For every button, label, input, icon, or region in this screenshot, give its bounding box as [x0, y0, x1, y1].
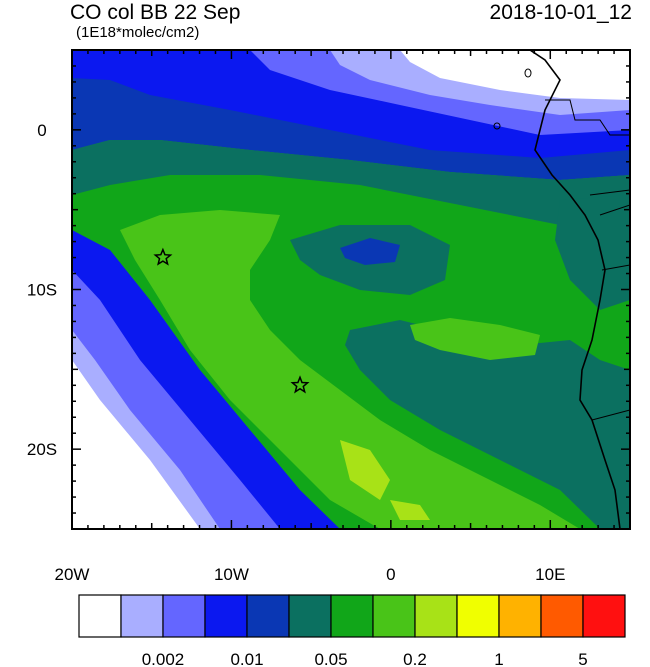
colorbar-box: [540, 594, 584, 638]
colorbar-label: 0.2: [403, 650, 427, 667]
colorbar-label: 5: [578, 650, 587, 667]
star-2-marker: [290, 375, 310, 394]
x-tick-label: 10W: [214, 565, 249, 584]
colorbar-label: 1: [494, 650, 503, 667]
colorbar-box: [330, 594, 374, 638]
x-tick-label: 20W: [55, 565, 90, 584]
star-1-marker: [153, 247, 173, 266]
colorbar-box: [414, 594, 458, 638]
x-tick-label: 0: [386, 565, 395, 584]
colorbar-box: [498, 594, 542, 638]
x-tick-label: 10E: [535, 565, 565, 584]
map-units: (1E18*molec/cm2): [76, 24, 200, 41]
colorbar-box: [246, 594, 290, 638]
colorbar-box: [582, 594, 626, 638]
colorbar-label: 0.002: [142, 650, 185, 667]
y-tick-label: 20S: [27, 440, 57, 459]
y-tick-label: 10S: [27, 281, 57, 300]
colorbar-box: [204, 594, 248, 638]
axis-ticks: 20W 10W 0 10E 0 10S 20S: [27, 49, 631, 584]
colorbar-box: [456, 594, 500, 638]
coastline: [493, 50, 630, 529]
colorbar-box: [372, 594, 416, 638]
co-field: [72, 50, 630, 529]
colorbar-label: 0.01: [230, 650, 263, 667]
map-datetime: 2018-10-01_12: [489, 1, 632, 24]
colorbar-box: [288, 594, 332, 638]
colorbar-label: 0.05: [314, 650, 347, 667]
colorbar-box: [78, 594, 122, 638]
colorbar-box: [162, 594, 206, 638]
colorbar-box: [120, 594, 164, 638]
y-tick-label: 0: [37, 121, 46, 140]
map-title: CO col BB 22 Sep: [70, 1, 241, 24]
star-markers: [153, 247, 310, 394]
